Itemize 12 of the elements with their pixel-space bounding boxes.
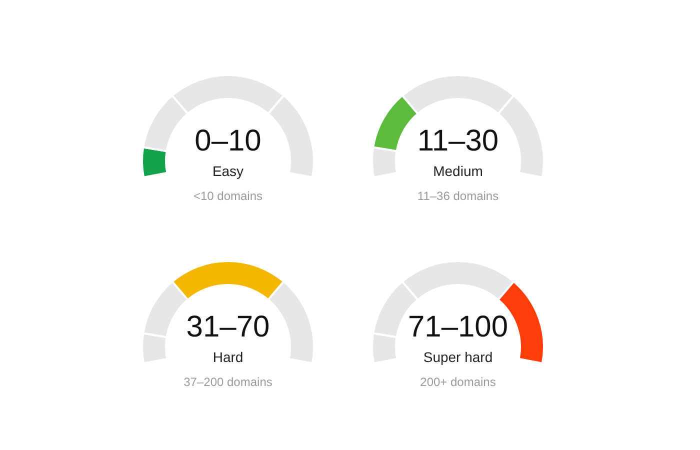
text: 0–10 — [194, 124, 262, 158]
text: 71–100 — [408, 310, 508, 344]
text: 11–36 domains — [417, 189, 499, 203]
text: 31–70 — [186, 310, 270, 344]
text: 11–30 — [417, 124, 499, 158]
text: Easy — [212, 163, 244, 179]
text: Hard — [212, 349, 244, 365]
text: Super hard — [423, 349, 493, 365]
text: <10 domains — [193, 189, 263, 203]
text: Medium — [433, 163, 483, 179]
text: 200+ domains — [420, 375, 496, 389]
text: 37–200 domains — [184, 375, 272, 389]
